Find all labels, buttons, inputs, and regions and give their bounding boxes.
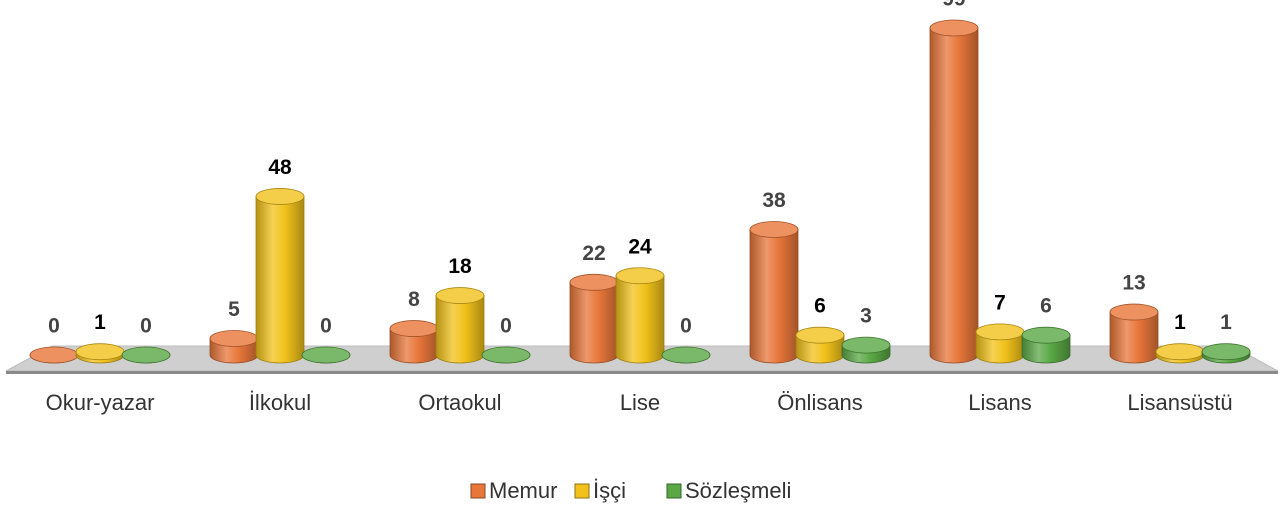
value-label: 0 xyxy=(320,315,332,338)
legend-swatch xyxy=(574,483,590,499)
cylinder-top xyxy=(121,346,171,364)
value-label: 7 xyxy=(994,291,1006,314)
cylinder xyxy=(435,295,485,364)
cylinder-top xyxy=(301,346,351,364)
cylinder-top xyxy=(255,188,305,205)
value-label: 3 xyxy=(860,305,872,328)
x-tick-label: Önlisans xyxy=(777,390,863,415)
x-tick-label: Lise xyxy=(620,390,660,415)
value-label: 6 xyxy=(814,295,826,318)
value-label: 18 xyxy=(448,255,472,278)
cylinder-top xyxy=(615,267,665,285)
cylinder-top xyxy=(481,346,531,364)
cylinder-top xyxy=(1155,343,1205,361)
value-label: 6 xyxy=(1040,295,1052,318)
value-label: 13 xyxy=(1122,272,1145,295)
cylinder-top xyxy=(975,323,1025,341)
cylinder-top xyxy=(1109,303,1159,321)
cylinder-top xyxy=(749,221,799,238)
cylinder xyxy=(749,229,799,364)
cylinder-top xyxy=(75,343,125,361)
value-label: 0 xyxy=(680,315,692,338)
value-label: 0 xyxy=(48,315,60,338)
value-label: 48 xyxy=(268,156,292,179)
x-tick-label: Ortaokul xyxy=(418,390,501,415)
legend-label: Memur xyxy=(489,478,557,503)
value-label: 0 xyxy=(140,315,152,338)
cylinder-top xyxy=(1021,326,1071,344)
x-tick-label: Lisans xyxy=(968,390,1032,415)
value-label: 38 xyxy=(762,189,786,212)
value-label: 99 xyxy=(942,0,965,11)
value-label: 22 xyxy=(582,242,605,265)
x-tick-label: İlkokul xyxy=(249,390,311,415)
value-label: 5 xyxy=(228,298,240,321)
cylinder-top xyxy=(389,320,439,337)
value-label: 1 xyxy=(1220,311,1232,334)
x-tick-label: Lisansüstü xyxy=(1127,390,1232,415)
value-label: 8 xyxy=(408,288,420,311)
legend-swatch xyxy=(666,483,682,499)
legend-swatch xyxy=(470,483,486,499)
cylinder-top xyxy=(1201,343,1251,361)
x-tick-label: Okur-yazar xyxy=(46,390,155,415)
legend-box xyxy=(388,470,872,516)
cylinder-top xyxy=(929,19,979,37)
legend-label: İşçi xyxy=(593,478,626,503)
legend-label: Sözleşmeli xyxy=(685,478,791,503)
cylinder xyxy=(615,275,665,364)
floor-edge xyxy=(6,371,1278,374)
value-label: 1 xyxy=(94,311,106,334)
cylinder xyxy=(569,281,619,364)
cylinder-top xyxy=(209,330,259,347)
cylinder-top xyxy=(29,346,79,364)
value-label: 1 xyxy=(1174,311,1186,334)
cylinder-top xyxy=(569,273,619,291)
value-label: 24 xyxy=(628,235,652,258)
cylinder-top xyxy=(435,287,485,304)
value-label: 0 xyxy=(500,315,512,338)
cylinder xyxy=(929,27,979,364)
cylinder-top xyxy=(661,346,711,364)
cylinder-top xyxy=(841,336,891,354)
cylinder xyxy=(255,196,305,364)
cylinder-top xyxy=(795,326,845,344)
